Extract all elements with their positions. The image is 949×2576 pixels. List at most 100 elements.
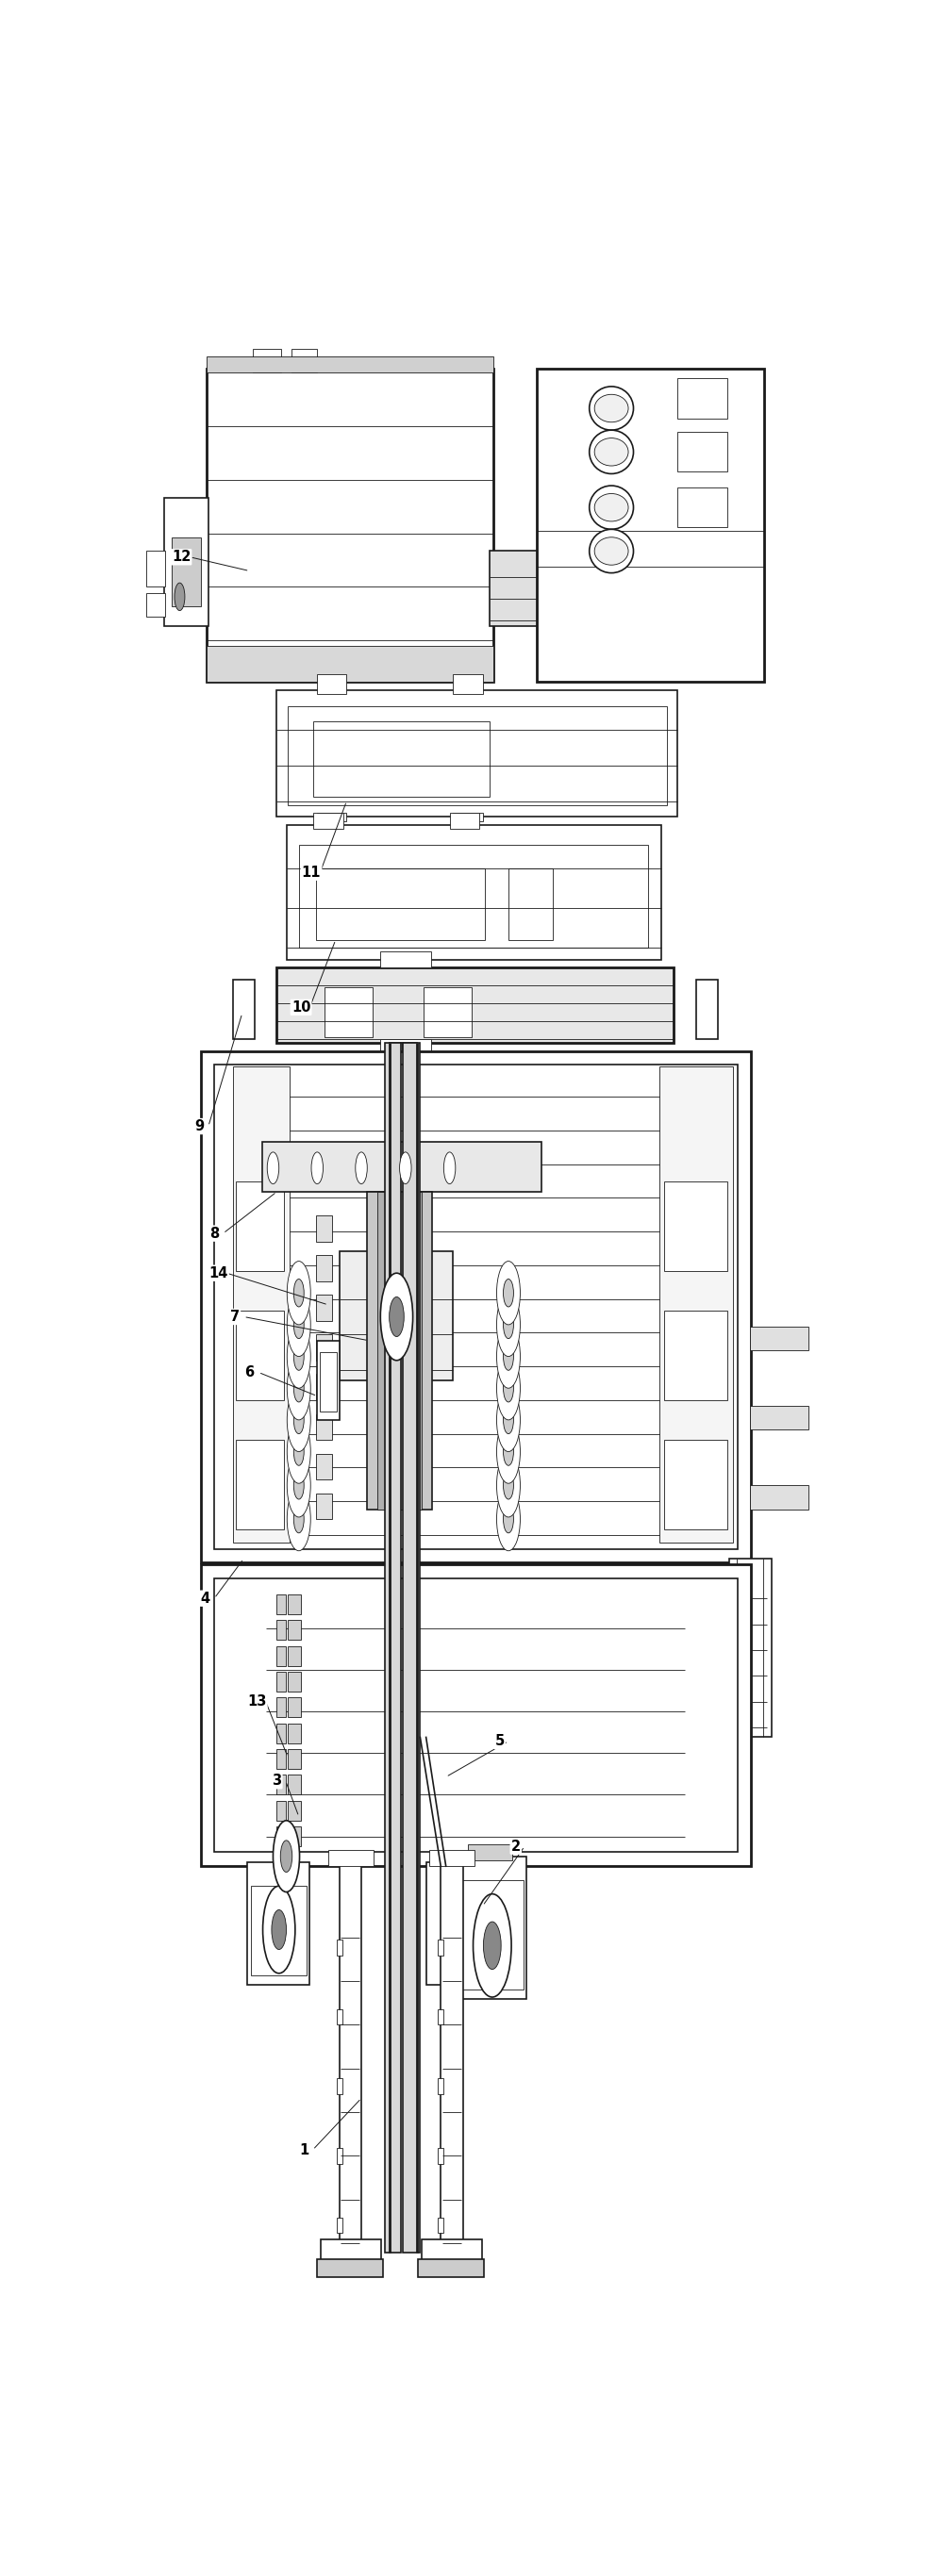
Circle shape xyxy=(293,1437,304,1466)
Bar xyxy=(316,1334,332,1360)
Bar xyxy=(207,368,493,683)
Bar xyxy=(750,1327,809,1350)
Bar xyxy=(509,868,552,940)
Circle shape xyxy=(287,1358,310,1419)
Bar xyxy=(664,1440,727,1530)
Circle shape xyxy=(287,1293,310,1358)
Bar xyxy=(253,348,281,374)
Bar xyxy=(678,487,728,528)
Bar xyxy=(750,1486,809,1510)
Bar xyxy=(236,1440,284,1530)
Circle shape xyxy=(287,1388,310,1453)
Bar xyxy=(248,1862,309,1986)
Bar xyxy=(288,1672,301,1692)
Bar xyxy=(146,551,165,587)
Bar xyxy=(299,845,648,948)
Circle shape xyxy=(287,1262,310,1324)
Bar xyxy=(460,1880,523,1989)
Bar xyxy=(418,2259,484,2277)
Ellipse shape xyxy=(594,538,628,564)
Bar xyxy=(288,1723,301,1744)
Bar xyxy=(316,1255,332,1280)
Bar xyxy=(321,2239,381,2262)
Text: 11: 11 xyxy=(302,866,321,878)
Circle shape xyxy=(496,1293,520,1358)
Circle shape xyxy=(293,1406,304,1435)
Text: 14: 14 xyxy=(208,1265,228,1280)
Bar xyxy=(380,1038,431,1056)
Bar xyxy=(288,1749,301,1770)
Circle shape xyxy=(311,1151,323,1185)
Bar xyxy=(378,1193,421,1510)
Circle shape xyxy=(496,1453,520,1517)
Bar xyxy=(316,868,485,940)
Bar xyxy=(316,1453,332,1479)
Bar xyxy=(750,1406,809,1430)
Bar xyxy=(288,1826,301,1847)
Circle shape xyxy=(496,1358,520,1419)
Bar xyxy=(316,1216,332,1242)
Bar xyxy=(490,551,538,626)
Text: 3: 3 xyxy=(272,1775,282,1788)
Bar xyxy=(317,1340,339,1419)
Bar xyxy=(336,2079,343,2094)
Bar xyxy=(426,1862,456,1986)
Ellipse shape xyxy=(589,487,634,528)
Text: 2: 2 xyxy=(511,1839,521,1852)
Bar xyxy=(320,1352,336,1412)
Bar xyxy=(387,1193,398,1510)
Circle shape xyxy=(503,1311,513,1340)
Bar xyxy=(454,814,483,822)
Bar xyxy=(317,675,346,693)
Circle shape xyxy=(356,1151,367,1185)
Circle shape xyxy=(381,1273,413,1360)
Bar xyxy=(291,348,317,374)
Bar xyxy=(277,1775,286,1795)
Circle shape xyxy=(389,1296,404,1337)
Bar xyxy=(380,951,431,969)
Bar xyxy=(262,1141,542,1193)
Circle shape xyxy=(175,582,185,611)
Bar xyxy=(678,379,728,417)
Bar xyxy=(336,1940,343,1955)
Text: 9: 9 xyxy=(195,1118,204,1133)
Bar xyxy=(664,1311,727,1401)
Bar xyxy=(288,1595,301,1615)
Bar xyxy=(277,969,674,1043)
Bar xyxy=(678,433,728,471)
Bar xyxy=(277,690,678,817)
Bar xyxy=(287,824,661,961)
Text: 4: 4 xyxy=(200,1592,210,1605)
Bar xyxy=(316,1373,332,1401)
Text: 8: 8 xyxy=(210,1226,219,1242)
Bar xyxy=(201,1564,752,1865)
Bar xyxy=(696,979,718,1038)
Circle shape xyxy=(496,1419,520,1484)
Bar xyxy=(288,1801,301,1821)
Bar xyxy=(288,1698,301,1718)
Bar xyxy=(313,721,490,796)
Circle shape xyxy=(503,1437,513,1466)
Bar xyxy=(729,1558,772,1736)
Bar xyxy=(288,1646,301,1667)
Bar xyxy=(277,1698,286,1718)
Text: 1: 1 xyxy=(299,2143,308,2156)
Circle shape xyxy=(503,1406,513,1435)
Bar xyxy=(385,1043,401,2254)
Circle shape xyxy=(503,1342,513,1370)
Circle shape xyxy=(287,1486,310,1551)
Bar xyxy=(404,1043,418,1865)
Bar xyxy=(429,1850,474,1865)
Ellipse shape xyxy=(594,438,628,466)
Bar xyxy=(316,1494,332,1520)
Bar xyxy=(288,1620,301,1641)
Bar xyxy=(437,2218,444,2233)
Circle shape xyxy=(293,1504,304,1533)
Circle shape xyxy=(474,1893,512,1996)
Bar xyxy=(437,2009,444,2025)
Circle shape xyxy=(503,1471,513,1499)
Text: 6: 6 xyxy=(245,1365,254,1378)
Circle shape xyxy=(496,1388,520,1453)
Bar xyxy=(146,592,165,616)
Bar xyxy=(277,1646,286,1667)
